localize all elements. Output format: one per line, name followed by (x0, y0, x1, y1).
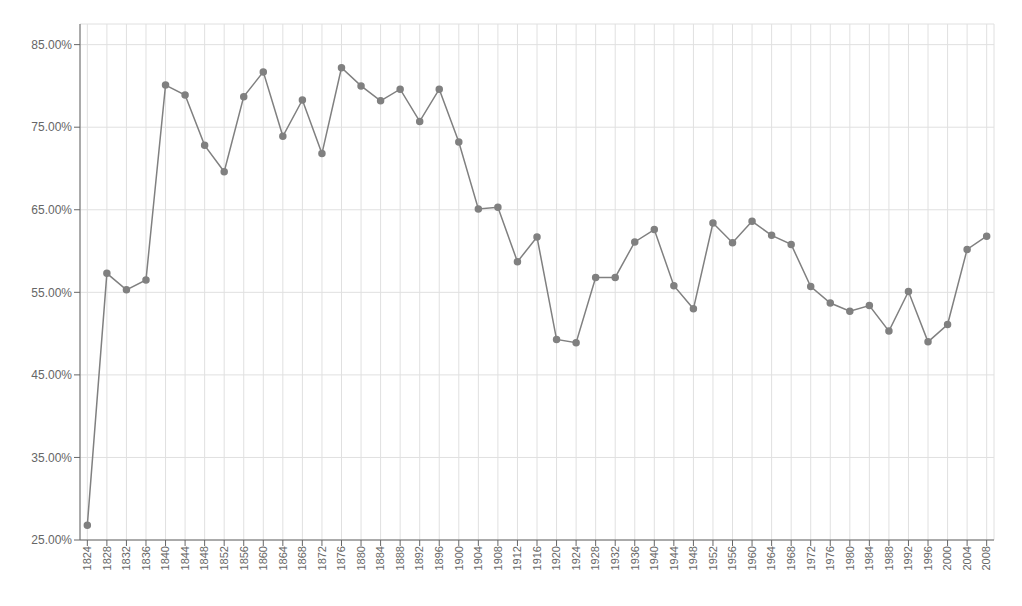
svg-text:1904: 1904 (472, 546, 484, 570)
svg-text:2004: 2004 (961, 546, 973, 570)
svg-text:1948: 1948 (687, 546, 699, 570)
svg-text:1848: 1848 (198, 546, 210, 570)
svg-text:1936: 1936 (629, 546, 641, 570)
svg-text:1896: 1896 (433, 546, 445, 570)
svg-text:1916: 1916 (531, 546, 543, 570)
svg-text:1912: 1912 (511, 546, 523, 570)
svg-text:1944: 1944 (668, 546, 680, 570)
svg-text:1852: 1852 (218, 546, 230, 570)
svg-text:1992: 1992 (902, 546, 914, 570)
svg-text:1932: 1932 (609, 546, 621, 570)
svg-text:1924: 1924 (570, 546, 582, 570)
svg-text:1868: 1868 (296, 546, 308, 570)
svg-text:1888: 1888 (394, 546, 406, 570)
svg-text:1824: 1824 (81, 546, 93, 570)
svg-text:1872: 1872 (316, 546, 328, 570)
svg-text:1892: 1892 (414, 546, 426, 570)
svg-text:2008: 2008 (980, 546, 992, 570)
svg-text:1836: 1836 (140, 546, 152, 570)
svg-text:1840: 1840 (159, 546, 171, 570)
svg-text:1876: 1876 (335, 546, 347, 570)
svg-text:2000: 2000 (941, 546, 953, 570)
svg-text:1956: 1956 (726, 546, 738, 570)
svg-text:75.00%: 75.00% (31, 120, 72, 134)
svg-text:55.00%: 55.00% (31, 286, 72, 300)
svg-text:65.00%: 65.00% (31, 203, 72, 217)
svg-text:1844: 1844 (179, 546, 191, 570)
svg-text:85.00%: 85.00% (31, 38, 72, 52)
svg-text:1908: 1908 (492, 546, 504, 570)
svg-text:1880: 1880 (355, 546, 367, 570)
svg-text:1856: 1856 (238, 546, 250, 570)
svg-text:1964: 1964 (765, 546, 777, 570)
svg-text:1920: 1920 (550, 546, 562, 570)
svg-text:1960: 1960 (746, 546, 758, 570)
svg-text:1828: 1828 (101, 546, 113, 570)
svg-text:1952: 1952 (707, 546, 719, 570)
svg-text:1864: 1864 (277, 546, 289, 570)
svg-text:1860: 1860 (257, 546, 269, 570)
svg-text:1976: 1976 (824, 546, 836, 570)
svg-text:1984: 1984 (863, 546, 875, 570)
svg-text:1940: 1940 (648, 546, 660, 570)
svg-text:1968: 1968 (785, 546, 797, 570)
svg-text:1996: 1996 (922, 546, 934, 570)
svg-text:1928: 1928 (589, 546, 601, 570)
svg-text:1900: 1900 (453, 546, 465, 570)
svg-text:35.00%: 35.00% (31, 451, 72, 465)
svg-text:1884: 1884 (374, 546, 386, 570)
svg-text:1972: 1972 (805, 546, 817, 570)
svg-text:1832: 1832 (120, 546, 132, 570)
svg-text:1988: 1988 (883, 546, 895, 570)
svg-text:25.00%: 25.00% (31, 533, 72, 547)
svg-text:1980: 1980 (844, 546, 856, 570)
svg-text:45.00%: 45.00% (31, 368, 72, 382)
